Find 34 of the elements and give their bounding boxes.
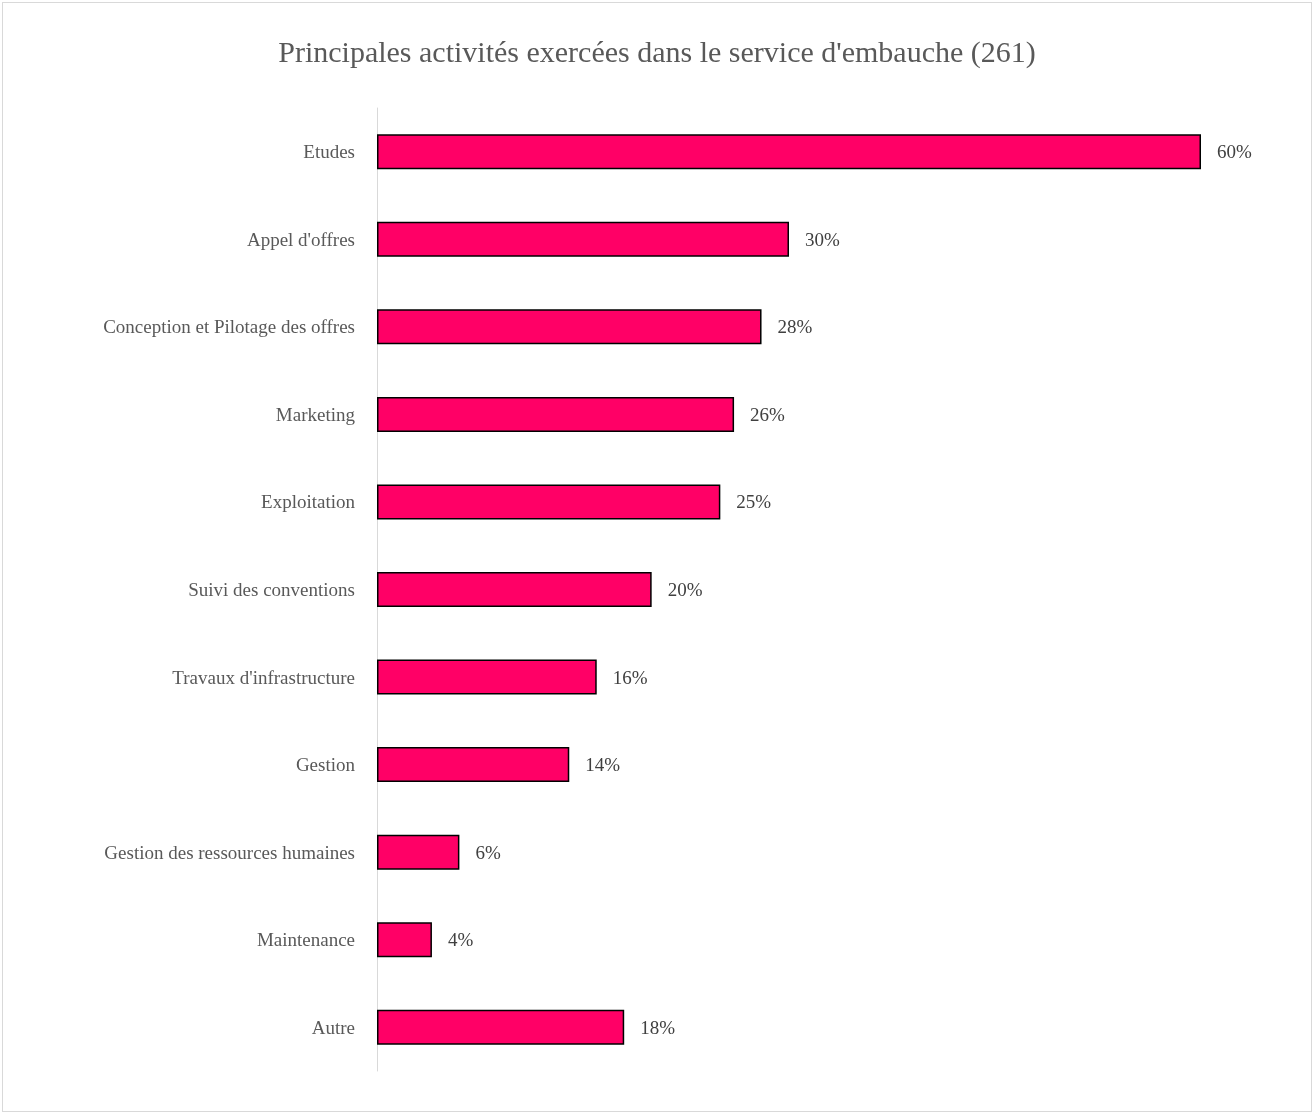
y-tick-label: Appel d'offres xyxy=(246,228,355,250)
bar xyxy=(377,134,1201,170)
y-tick-label: Conception et Pilotage des offres xyxy=(103,316,355,338)
data-label: 14% xyxy=(585,754,621,776)
y-tick-label: Maintenance xyxy=(256,929,355,951)
bar xyxy=(377,747,570,783)
bar xyxy=(377,1009,625,1045)
data-label: 20% xyxy=(667,579,703,600)
bar xyxy=(377,922,432,958)
bar xyxy=(377,484,721,520)
bar xyxy=(377,309,762,345)
y-tick-label: Gestion xyxy=(295,754,356,776)
y-tick-label: Marketing xyxy=(275,403,356,425)
bar xyxy=(377,571,652,608)
y-tick-label: Suivi des conventions xyxy=(188,579,355,600)
y-tick-label: Exploitation xyxy=(261,491,356,513)
bar xyxy=(377,834,460,870)
data-label: 18% xyxy=(640,1016,676,1038)
y-tick-label: Travaux d'infrastructure xyxy=(172,666,355,688)
data-label: 6% xyxy=(475,841,501,863)
data-label: 26% xyxy=(750,403,786,425)
y-tick-label: Gestion des ressources humaines xyxy=(104,841,355,863)
data-label: 30% xyxy=(805,228,840,250)
data-label: 16% xyxy=(612,666,648,688)
bar xyxy=(377,659,597,695)
bar xyxy=(377,396,735,432)
data-label: 28% xyxy=(777,316,813,338)
data-label: 25% xyxy=(736,491,772,513)
chart-title: Principales activités exercées dans le service d'embauche (261) xyxy=(278,34,1036,69)
data-label: 60% xyxy=(1217,141,1252,163)
y-tick-label: Etudes xyxy=(303,141,355,163)
y-tick-label: Autre xyxy=(311,1016,355,1038)
data-label: 4% xyxy=(447,929,474,951)
bar xyxy=(377,221,789,257)
